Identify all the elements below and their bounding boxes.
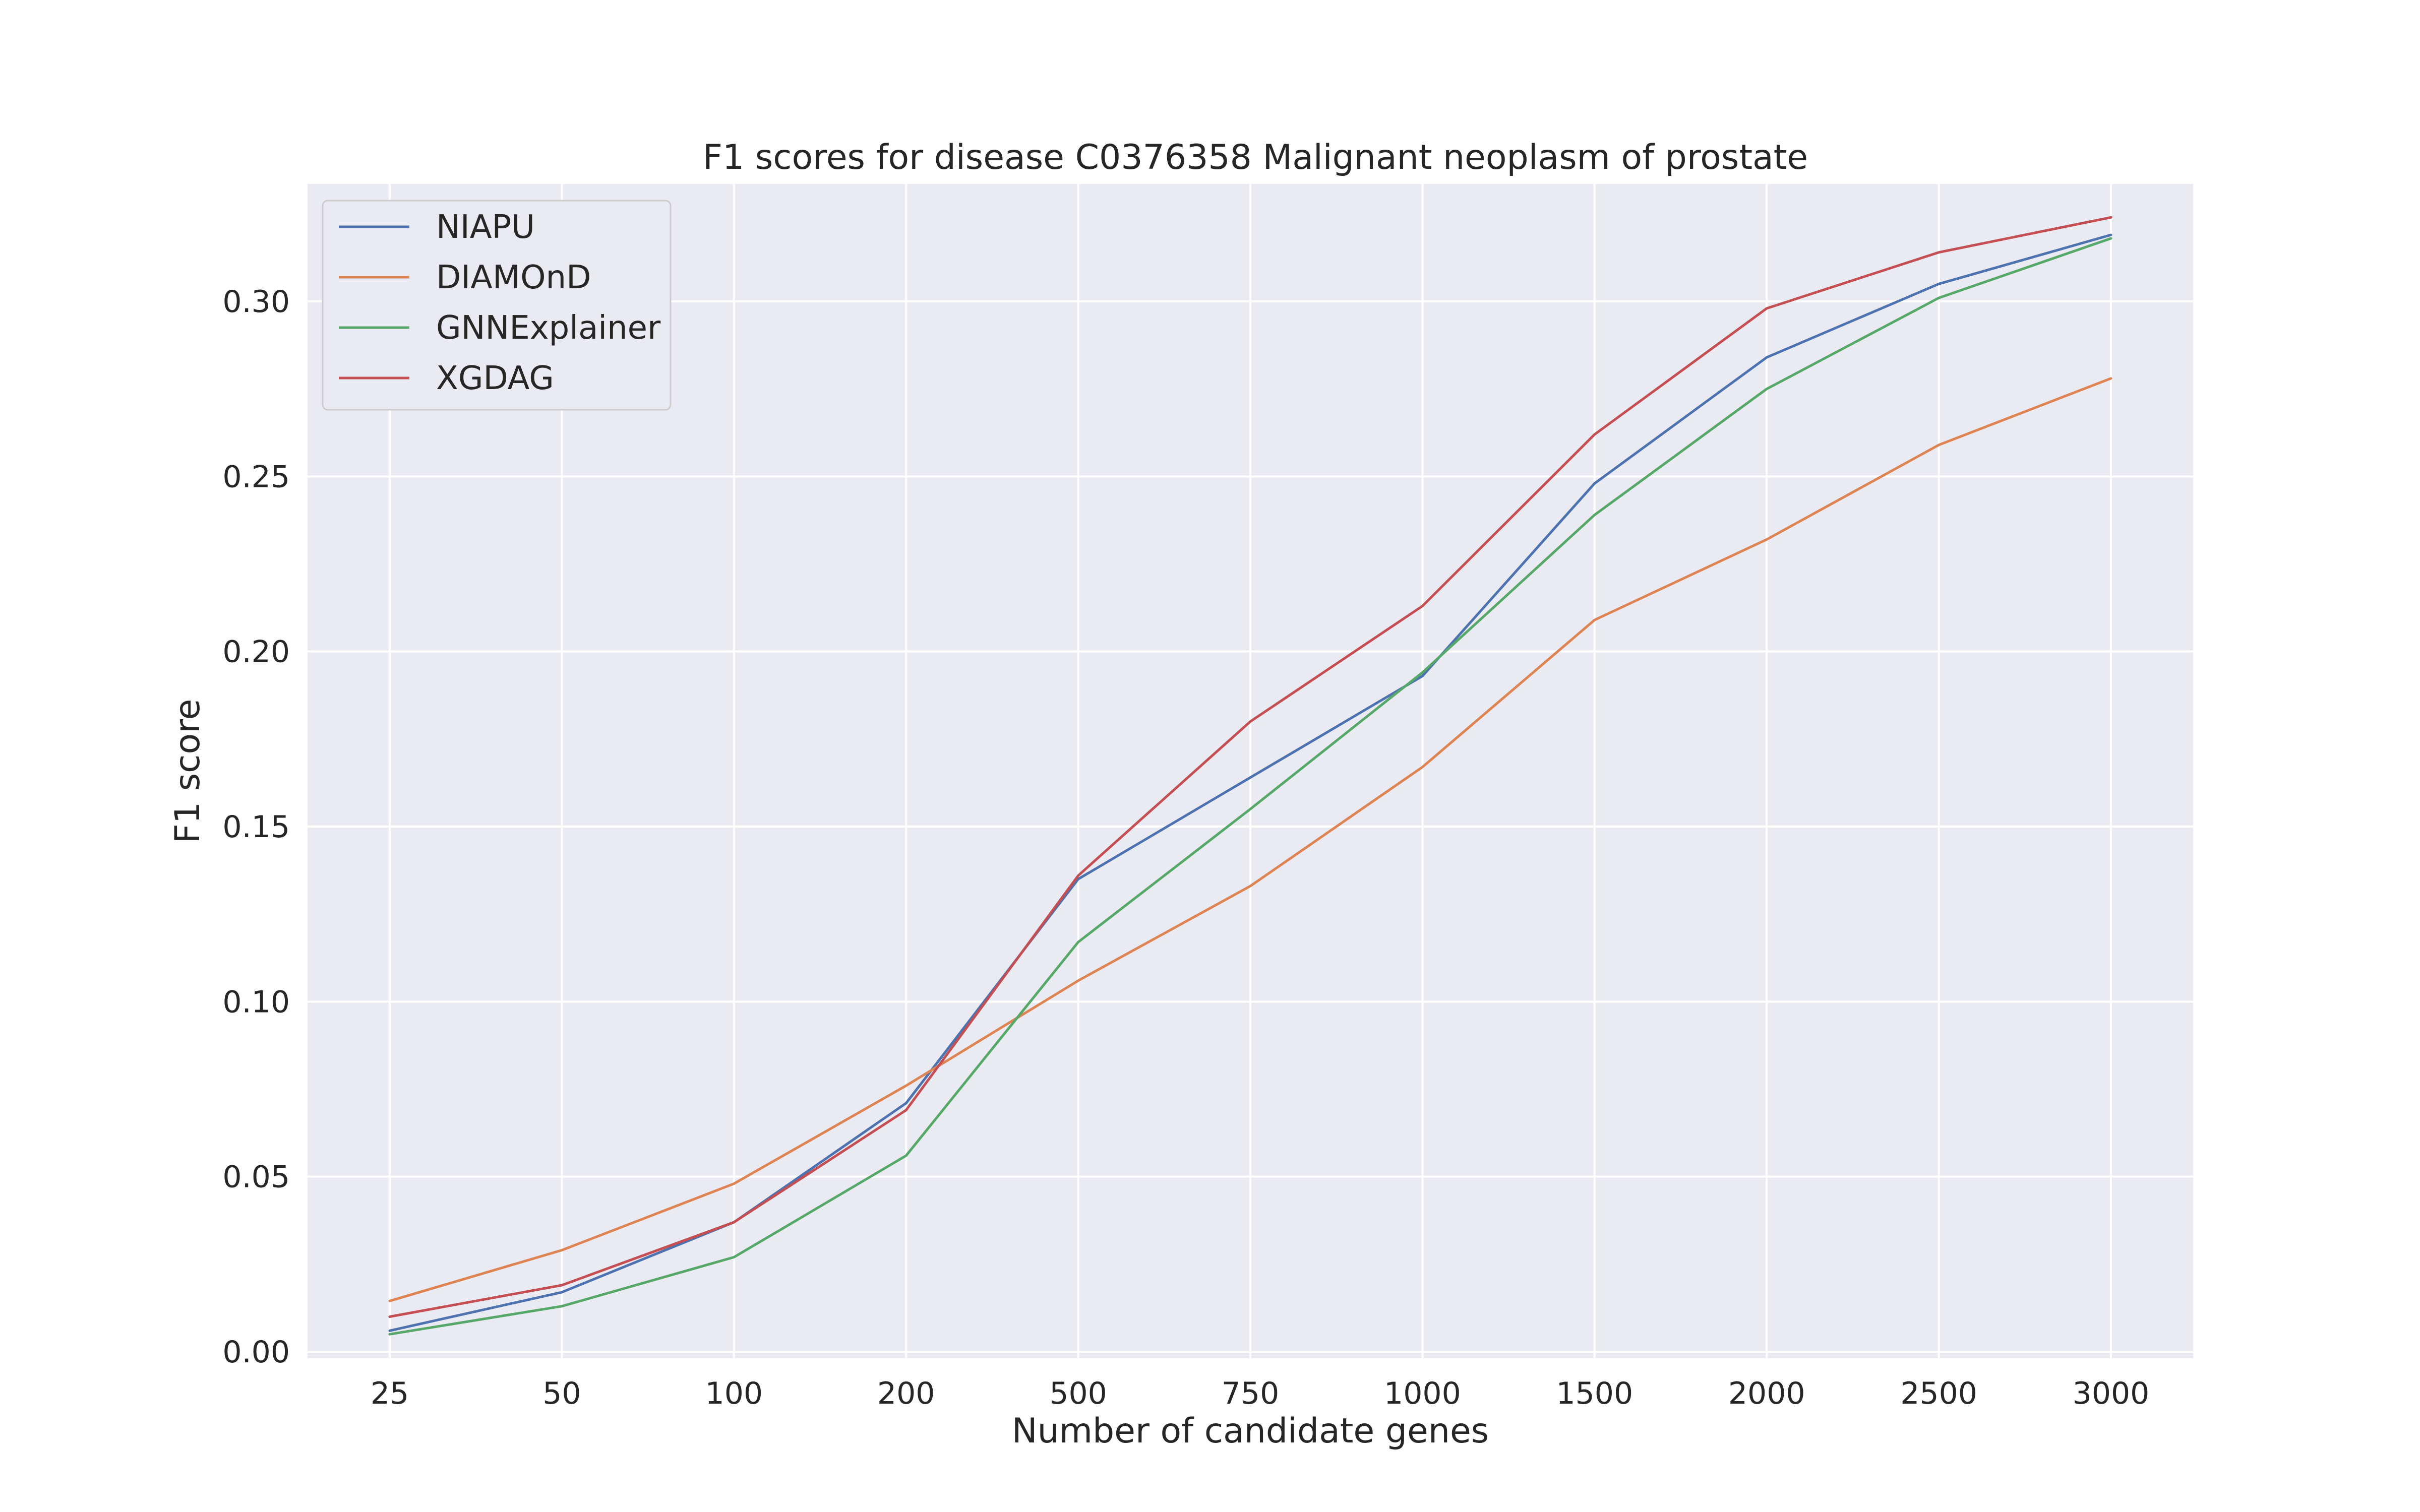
x-tick-labels: 25 50 100 200 500 750 1000 1500 2000 2500 3000 <box>371 1376 2150 1411</box>
y-tick-label: 0.20 <box>222 635 290 670</box>
x-tick-label: 2500 <box>1900 1376 1977 1411</box>
legend: NIAPU DIAMOnD GNNExplainer XGDAG <box>322 200 672 411</box>
legend-label-xgdag: XGDAG <box>436 360 554 397</box>
x-tick-label: 100 <box>705 1376 763 1411</box>
y-tick-label: 0.10 <box>222 984 290 1020</box>
legend-label-niapu: NIAPU <box>436 209 535 246</box>
x-tick-label: 2000 <box>1728 1376 1805 1411</box>
x-tick-label: 1000 <box>1384 1376 1461 1411</box>
legend-label-diamond: DIAMOnD <box>436 259 591 296</box>
chart-title: F1 scores for disease C0376358 Malignant… <box>703 138 1808 177</box>
y-tick-label: 0.25 <box>222 459 290 494</box>
y-axis-label: F1 score <box>168 699 208 844</box>
x-tick-label: 50 <box>542 1376 581 1411</box>
x-tick-label: 200 <box>877 1376 935 1411</box>
x-tick-label: 500 <box>1049 1376 1107 1411</box>
x-tick-label: 1500 <box>1556 1376 1633 1411</box>
series-lines <box>388 216 2112 1336</box>
y-tick-label: 0.30 <box>222 284 290 320</box>
x-tick-label: 25 <box>371 1376 409 1411</box>
y-tick-label: 0.15 <box>222 809 290 845</box>
y-tick-label: 0.05 <box>222 1160 290 1195</box>
y-tick-label: 0.00 <box>222 1335 290 1370</box>
x-tick-label: 3000 <box>2073 1376 2150 1411</box>
y-tick-labels: 0.00 0.05 0.10 0.15 0.20 0.25 0.30 <box>222 284 290 1370</box>
series-line-gnnexplainer <box>388 237 2112 1336</box>
x-tick-label: 750 <box>1222 1376 1280 1411</box>
x-axis-label: Number of candidate genes <box>1012 1411 1489 1451</box>
series-line-diamond <box>388 377 2112 1302</box>
series-line-niapu <box>388 233 2112 1332</box>
series-line-xgdag <box>388 216 2112 1318</box>
legend-label-gnnexplainer: GNNExplainer <box>436 309 661 347</box>
legend-box <box>322 200 672 411</box>
